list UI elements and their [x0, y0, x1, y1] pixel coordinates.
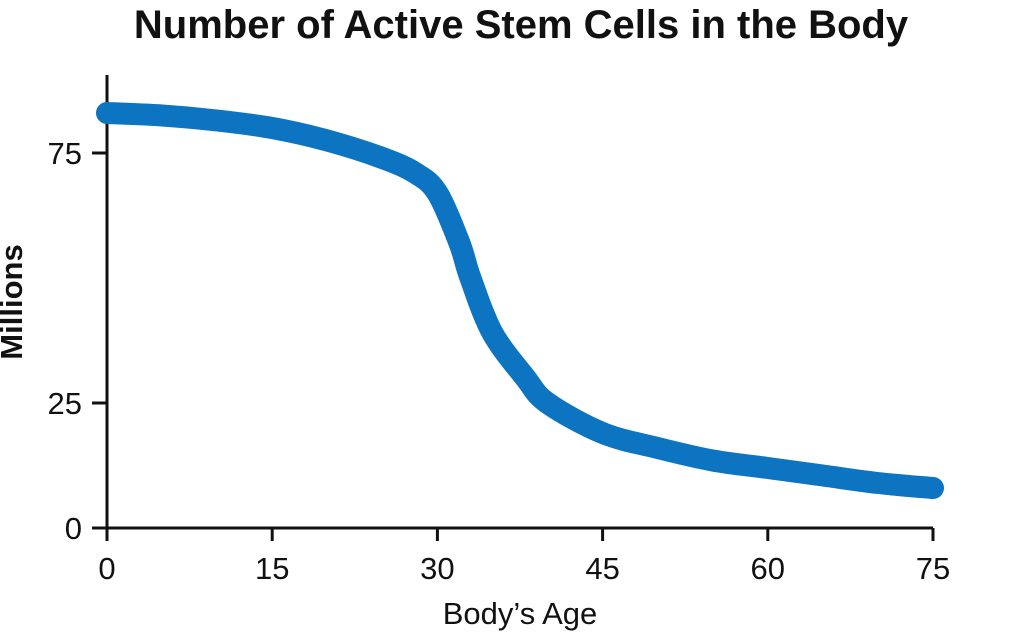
y-tick-label: 0 — [65, 511, 82, 546]
axes — [105, 75, 933, 530]
x-tick-label: 60 — [751, 551, 785, 586]
x-axis-label: Body’s Age — [443, 596, 598, 631]
x-tick-label: 45 — [585, 551, 619, 586]
x-tick-label: 75 — [916, 551, 950, 586]
x-tick-label: 0 — [98, 551, 115, 586]
x-tick-label: 30 — [420, 551, 454, 586]
series-layer — [96, 102, 944, 499]
x-tick-label: 15 — [255, 551, 289, 586]
y-axis-label: Millions — [0, 244, 29, 359]
y-tick-label: 75 — [48, 136, 82, 171]
chart-title: Number of Active Stem Cells in the Body — [134, 3, 909, 47]
series-line-1 — [96, 102, 944, 499]
y-tick-label: 25 — [48, 386, 82, 421]
tick-group: 0 15 30 45 60 75 0 25 75 — [48, 136, 951, 586]
